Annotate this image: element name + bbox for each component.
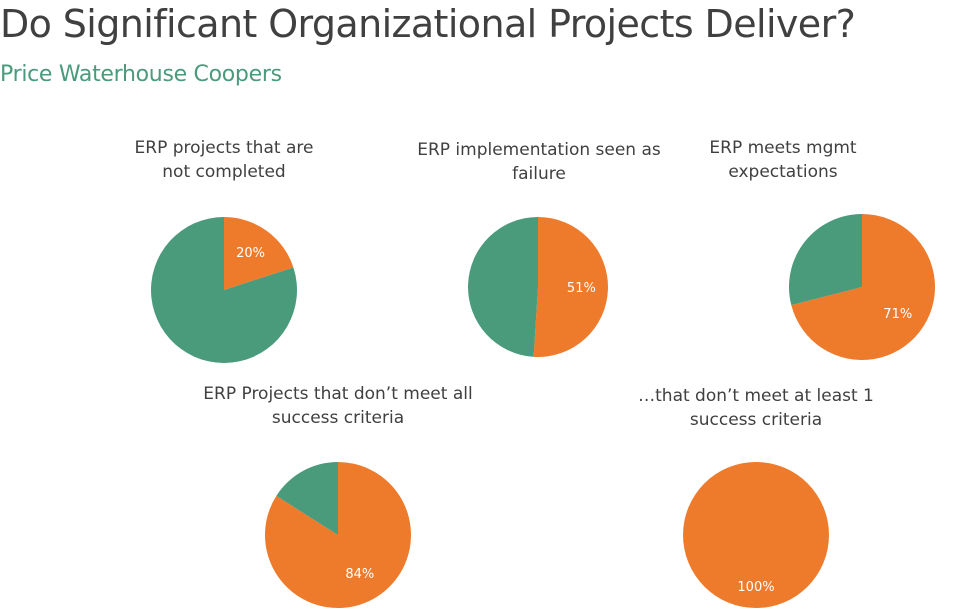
pie-chart-not-all-success-criteria: ERP Projects that don’t meet all success…: [193, 382, 483, 612]
pie-svg: 51%: [467, 217, 608, 357]
pie-slice-value: [533, 217, 608, 357]
pie-svg: 71%: [789, 214, 935, 360]
pie-chart-not-one-success-criteria: …that don’t meet at least 1 success crit…: [611, 384, 901, 614]
pie-chart-seen-as-failure: ERP implementation seen as failure 51%: [394, 138, 684, 362]
pie-slice-value: [683, 462, 829, 608]
chart-title: …that don’t meet at least 1 success crit…: [638, 386, 874, 430]
pie-value-label: 100%: [737, 580, 774, 595]
pie-slice-value: [224, 217, 294, 290]
pie-slice-remainder: [276, 462, 338, 535]
pie-value-label: 84%: [345, 567, 374, 582]
chart-title: ERP Projects that don’t meet all success…: [203, 384, 473, 428]
slide-title: Do Significant Organizational Projects D…: [0, 2, 856, 46]
pie-chart-not-completed: ERP projects that are not completed 20%: [79, 136, 369, 372]
pie-value-label: 51%: [567, 281, 596, 296]
pie-value-label: 20%: [236, 246, 265, 261]
pie-slice-remainder: [151, 217, 297, 363]
chart-title: ERP meets mgmt expectations: [709, 138, 857, 182]
chart-title: ERP implementation seen as failure: [417, 140, 661, 184]
pie-svg: 20%: [151, 217, 297, 363]
pie-value-label: 71%: [883, 307, 912, 322]
pie-chart-meets-mgmt-expectations: ERP meets mgmt expectations 71%: [709, 136, 978, 366]
pie-svg: 84%: [265, 462, 411, 608]
chart-title: ERP projects that are not completed: [134, 138, 314, 182]
pie-svg: 100%: [683, 462, 829, 608]
pie-slice-value: [791, 214, 935, 360]
pie-slice-remainder: [467, 217, 538, 357]
pie-slice-remainder: [789, 214, 862, 306]
slide-subtitle: Price Waterhouse Coopers: [0, 62, 282, 87]
